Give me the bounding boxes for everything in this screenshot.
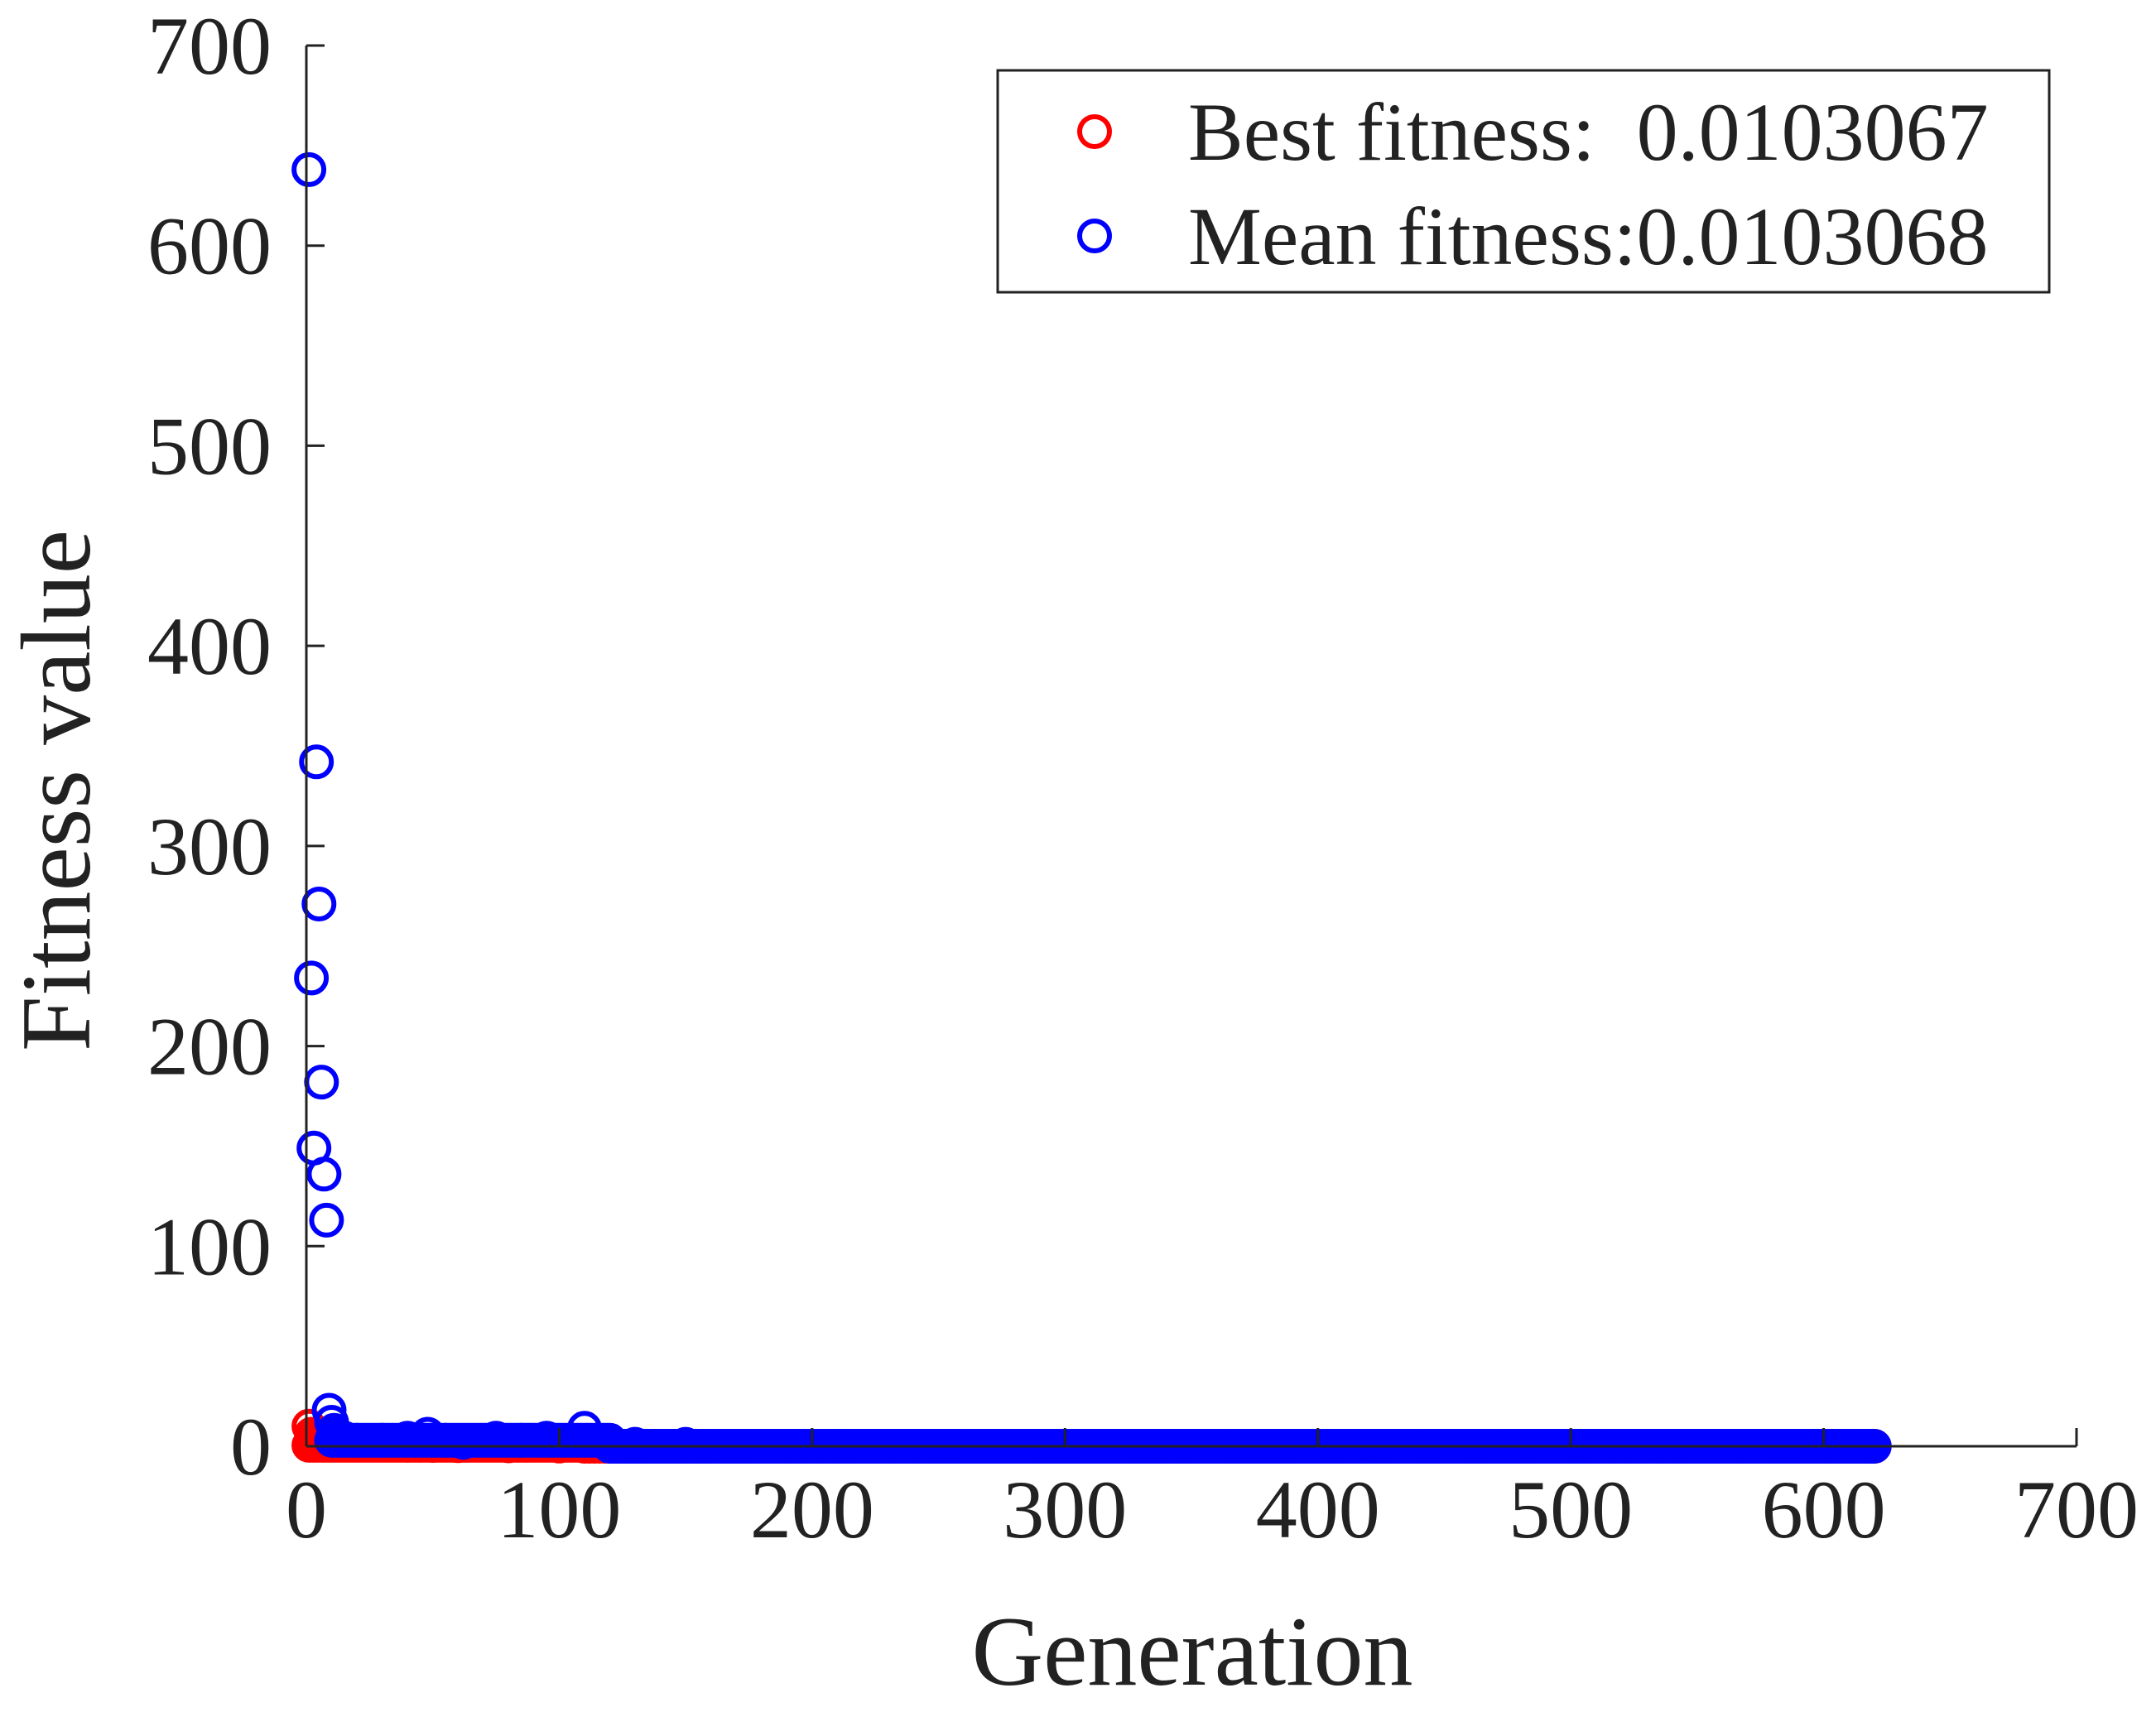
data-point <box>364 1422 400 1458</box>
y-tick-label: 400 <box>147 600 272 692</box>
x-tick-label: 100 <box>497 1464 621 1556</box>
data-point <box>304 1065 339 1100</box>
y-tick-label: 200 <box>147 1001 272 1093</box>
x-axis-label: Generation <box>971 1596 1412 1706</box>
data-point <box>301 887 337 921</box>
data-point <box>294 960 330 996</box>
plot-marks <box>291 151 1892 1464</box>
y-tick-label: 700 <box>147 0 272 92</box>
y-tick-label: 600 <box>147 200 272 292</box>
data-point <box>592 1425 628 1460</box>
x-tick-label: 500 <box>1509 1464 1633 1556</box>
data-point <box>299 744 334 780</box>
legend-label-mean: Mean fitness:0.0103068 <box>1188 190 1989 282</box>
axes <box>305 46 2077 1448</box>
data-point <box>479 1421 514 1456</box>
ticks: 0 100 200 300 400 500 600 700 0 100 200 300 400 500 60… <box>147 0 2139 1556</box>
data-point <box>503 1422 539 1458</box>
y-tick-label: 100 <box>147 1200 272 1292</box>
legend-box <box>996 69 2051 294</box>
data-point <box>291 151 327 187</box>
legend-label-best: Best fitness: 0.0103067 <box>1188 86 1989 178</box>
data-point <box>306 1157 342 1192</box>
data-point <box>326 1421 362 1456</box>
data-point <box>390 1421 426 1456</box>
data-point <box>529 1421 565 1456</box>
data-point <box>567 1411 602 1446</box>
data-point <box>668 1426 704 1462</box>
y-tick-label: 500 <box>147 400 272 492</box>
x-tick-label: 300 <box>1003 1464 1127 1556</box>
data-point <box>618 1426 653 1462</box>
x-tick-label: 600 <box>1762 1464 1886 1556</box>
series-mean-fitness <box>291 151 1892 1464</box>
x-tick-label: 400 <box>1256 1464 1380 1556</box>
data-point <box>410 1416 445 1452</box>
y-axis-label: Fitness value <box>1 530 111 1051</box>
data-point <box>339 1422 375 1458</box>
data-point <box>309 1202 344 1238</box>
legend-marker-best <box>1077 114 1112 149</box>
data-point <box>428 1422 463 1458</box>
x-tick-label: 700 <box>2014 1464 2139 1556</box>
x-tick-label: 200 <box>750 1464 874 1556</box>
legend: Best fitness: 0.0103067 Mean fitness:0.0… <box>996 69 2051 294</box>
y-tick-label: 300 <box>147 801 272 892</box>
data-point <box>445 1425 481 1460</box>
x-tick-label: 0 <box>286 1464 327 1556</box>
y-tick-label: 0 <box>230 1401 272 1493</box>
legend-marker-mean <box>1077 219 1112 253</box>
